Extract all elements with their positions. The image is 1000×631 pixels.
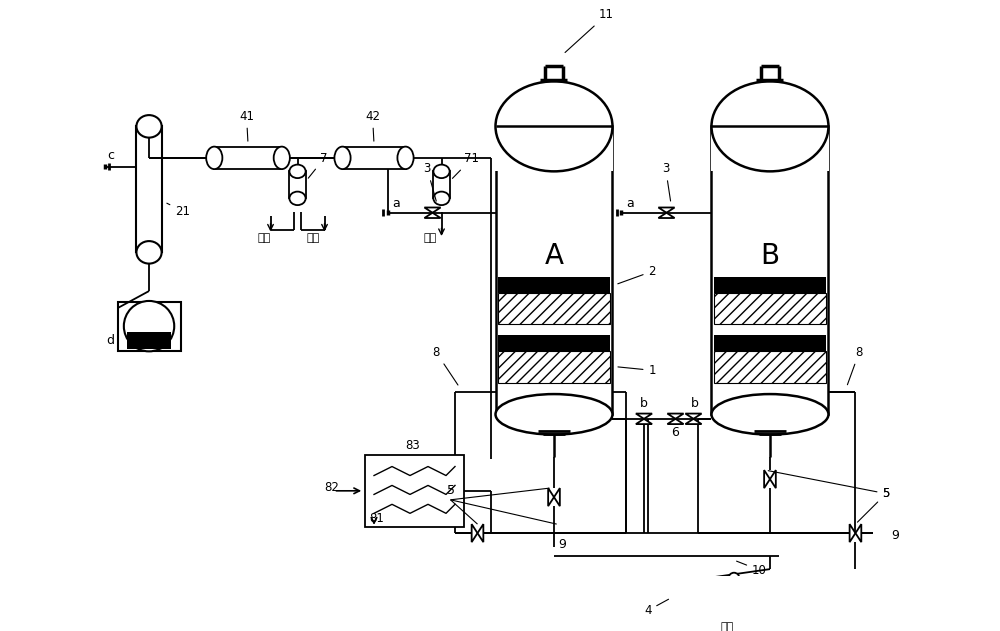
Bar bbox=[714, 351, 826, 383]
Polygon shape bbox=[636, 413, 652, 419]
Bar bbox=[127, 333, 171, 349]
Text: 41: 41 bbox=[239, 110, 254, 141]
Text: 8: 8 bbox=[847, 346, 863, 385]
Bar bbox=[729, 578, 739, 605]
Bar bbox=[495, 126, 613, 172]
Bar bbox=[498, 351, 610, 383]
Ellipse shape bbox=[729, 573, 739, 584]
Bar bbox=[714, 293, 826, 324]
Ellipse shape bbox=[729, 599, 739, 611]
Text: 83: 83 bbox=[406, 439, 420, 452]
Polygon shape bbox=[685, 413, 702, 419]
Ellipse shape bbox=[642, 578, 655, 596]
Ellipse shape bbox=[397, 146, 414, 169]
Bar bbox=[433, 172, 450, 198]
Circle shape bbox=[124, 301, 174, 351]
Ellipse shape bbox=[433, 192, 450, 205]
Text: 5: 5 bbox=[447, 484, 455, 497]
Text: 9: 9 bbox=[891, 529, 899, 542]
Text: 7: 7 bbox=[308, 152, 328, 178]
Text: 回流: 回流 bbox=[257, 233, 270, 244]
Polygon shape bbox=[424, 213, 441, 218]
Ellipse shape bbox=[334, 146, 351, 169]
Polygon shape bbox=[770, 470, 776, 488]
Bar bbox=[711, 126, 829, 172]
Polygon shape bbox=[855, 524, 861, 542]
Polygon shape bbox=[636, 419, 652, 424]
Text: 出料: 出料 bbox=[424, 233, 437, 244]
Text: 5: 5 bbox=[857, 487, 890, 522]
Polygon shape bbox=[667, 413, 684, 419]
Bar bbox=[136, 126, 162, 252]
Ellipse shape bbox=[711, 394, 828, 435]
Bar bbox=[714, 276, 826, 293]
Bar bbox=[118, 302, 181, 351]
Text: 1: 1 bbox=[618, 364, 656, 377]
Polygon shape bbox=[472, 524, 478, 542]
Ellipse shape bbox=[289, 165, 306, 178]
Ellipse shape bbox=[711, 81, 828, 172]
Text: c: c bbox=[108, 149, 115, 162]
Bar bbox=[498, 335, 610, 351]
Polygon shape bbox=[548, 488, 554, 506]
Polygon shape bbox=[658, 208, 675, 213]
Bar bbox=[498, 293, 610, 324]
Text: 出料: 出料 bbox=[307, 233, 320, 244]
Text: 81: 81 bbox=[370, 512, 384, 525]
Polygon shape bbox=[667, 419, 684, 424]
Text: 21: 21 bbox=[167, 203, 190, 218]
Text: 3: 3 bbox=[662, 162, 671, 201]
Text: a: a bbox=[392, 197, 400, 210]
Ellipse shape bbox=[136, 241, 162, 264]
Polygon shape bbox=[478, 524, 483, 542]
Bar bbox=[365, 455, 464, 527]
Text: 71: 71 bbox=[452, 152, 479, 179]
Text: b: b bbox=[639, 397, 647, 410]
Bar bbox=[343, 146, 406, 169]
Text: d: d bbox=[107, 334, 115, 347]
Polygon shape bbox=[554, 488, 560, 506]
Text: A: A bbox=[544, 242, 563, 270]
Bar bbox=[214, 146, 282, 169]
Text: 8: 8 bbox=[433, 346, 458, 385]
Text: 82: 82 bbox=[325, 481, 339, 493]
Polygon shape bbox=[424, 208, 441, 213]
Polygon shape bbox=[850, 524, 855, 542]
Ellipse shape bbox=[496, 81, 612, 172]
Ellipse shape bbox=[206, 146, 222, 169]
Ellipse shape bbox=[274, 146, 290, 169]
Text: 10: 10 bbox=[737, 561, 767, 577]
Ellipse shape bbox=[705, 578, 718, 596]
Ellipse shape bbox=[433, 165, 450, 178]
Ellipse shape bbox=[496, 394, 612, 435]
Text: b: b bbox=[691, 397, 699, 410]
Bar bbox=[711, 126, 828, 415]
Text: 出料: 出料 bbox=[720, 622, 734, 631]
Text: 2: 2 bbox=[618, 265, 656, 284]
Bar bbox=[498, 276, 610, 293]
Ellipse shape bbox=[136, 115, 162, 138]
Polygon shape bbox=[685, 419, 702, 424]
Text: 42: 42 bbox=[365, 110, 380, 141]
Ellipse shape bbox=[289, 192, 306, 205]
Text: 9: 9 bbox=[558, 538, 566, 551]
Text: 4: 4 bbox=[644, 599, 669, 617]
Bar bbox=[496, 126, 612, 415]
Text: 11: 11 bbox=[565, 8, 614, 52]
Polygon shape bbox=[658, 213, 675, 218]
Polygon shape bbox=[764, 470, 770, 488]
Text: a: a bbox=[626, 197, 634, 210]
Text: B: B bbox=[760, 242, 780, 270]
Bar bbox=[289, 172, 306, 198]
Bar bbox=[714, 335, 826, 351]
Text: 3: 3 bbox=[424, 162, 436, 201]
Text: 6: 6 bbox=[671, 426, 679, 439]
Text: 5: 5 bbox=[768, 471, 890, 500]
Bar bbox=[648, 578, 711, 596]
